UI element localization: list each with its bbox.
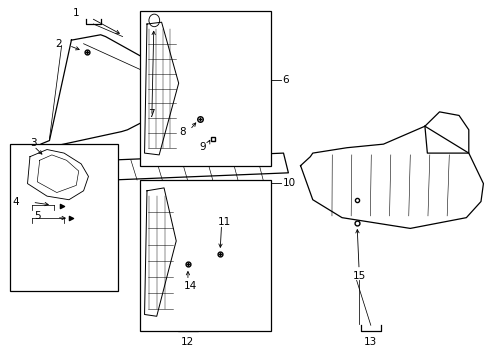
Text: 15: 15	[352, 271, 365, 281]
Text: 1: 1	[73, 8, 80, 18]
Text: 8: 8	[179, 127, 185, 137]
Text: 4: 4	[12, 197, 19, 207]
Text: 9: 9	[199, 141, 206, 152]
Text: 14: 14	[184, 281, 197, 291]
Text: 5: 5	[34, 211, 41, 221]
Text: 13: 13	[364, 337, 377, 347]
Bar	[140, 12, 271, 166]
Text: 3: 3	[30, 139, 37, 148]
Text: 12: 12	[181, 337, 194, 347]
Bar	[10, 144, 118, 291]
Bar	[140, 180, 271, 330]
Text: 7: 7	[148, 109, 155, 119]
Text: 11: 11	[217, 217, 230, 227]
Text: 6: 6	[282, 75, 288, 85]
Text: 10: 10	[282, 177, 295, 188]
Text: 2: 2	[55, 39, 61, 49]
